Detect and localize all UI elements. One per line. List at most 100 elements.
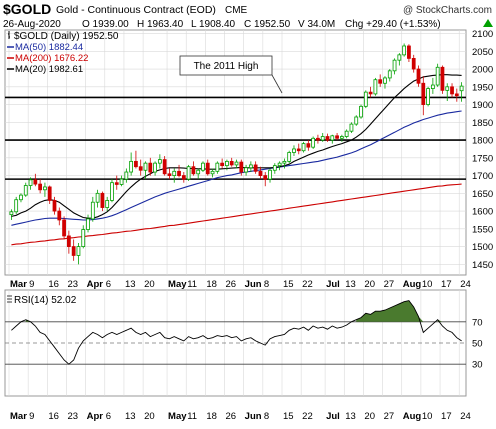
candle-body <box>124 171 129 180</box>
copyright: @ StockCharts.com <box>403 5 492 16</box>
quote-high: H 1963.40 <box>137 19 184 30</box>
x-tick-label: 23 <box>67 411 78 422</box>
candle-body <box>234 161 239 166</box>
x-tick-label: 23 <box>67 279 78 290</box>
rsi-tick-label: 50 <box>472 339 483 350</box>
candle-body <box>134 160 138 168</box>
candle-body <box>373 79 378 95</box>
rsi-fill-area <box>25 300 443 322</box>
x-tick-label: Jul <box>326 411 340 422</box>
y-tick-label: 1600 <box>472 207 493 218</box>
candle-body <box>282 160 287 164</box>
x-tick-label: 16 <box>48 279 59 290</box>
candle-body <box>407 45 411 59</box>
candle-body <box>450 86 454 95</box>
y-tick-label: 1650 <box>472 189 493 200</box>
candle-body <box>459 85 464 92</box>
candle-body <box>177 170 181 176</box>
legend-ma20: MA(20) 1982.61 <box>15 64 83 75</box>
time-axis-bottom: Mar 9 16 23 Apr 6 13 20 May 11 18 26 Jun 8 15 22 Jul 13 20… <box>10 411 471 422</box>
candle-body <box>47 186 52 201</box>
y-tick-label: 1450 <box>472 260 493 271</box>
x-tick-label: Mar <box>10 411 27 422</box>
x-tick-label: 8 <box>264 279 269 290</box>
candle-body <box>435 66 440 86</box>
candle-body <box>430 84 435 89</box>
y-tick-label: 1700 <box>472 171 493 182</box>
candle-body <box>205 162 210 175</box>
y-tick-label: 2100 <box>472 29 493 40</box>
candle-body <box>287 152 292 162</box>
candle-body <box>215 162 220 172</box>
candle-body <box>330 135 335 141</box>
x-tick-label: 20 <box>364 279 375 290</box>
candle-body <box>66 235 71 247</box>
rsi-tick-label: 30 <box>472 360 483 371</box>
up-triangle-icon <box>483 19 493 27</box>
x-tick-label: Mar <box>10 279 27 290</box>
rsi-path <box>11 300 462 365</box>
candle-body <box>378 79 383 84</box>
candle-body <box>363 91 368 107</box>
candle-body <box>138 166 143 171</box>
quote-close: C 1952.50 <box>244 19 291 30</box>
x-tick-label: 16 <box>48 411 59 422</box>
candle-body <box>157 159 162 164</box>
x-tick-label: 22 <box>302 411 313 422</box>
candle-body <box>339 136 344 139</box>
time-gridlines <box>8 30 460 275</box>
candle-body <box>292 148 296 153</box>
rsi-label: RSI(14) 52.02 <box>14 295 77 306</box>
x-tick-label: 20 <box>144 279 155 290</box>
x-tick-label: 27 <box>384 279 395 290</box>
y-tick-label: 1550 <box>472 224 493 235</box>
candle-body <box>411 58 416 70</box>
x-tick-label: May <box>168 279 187 290</box>
x-tick-label: 18 <box>206 411 217 422</box>
annotation-text: The 2011 High <box>194 61 259 72</box>
x-tick-label: Apr <box>87 279 104 290</box>
x-tick-label: 11 <box>187 279 197 290</box>
candle-body <box>162 159 167 175</box>
candle-body <box>253 164 258 172</box>
rsi-tick-label: 70 <box>472 317 483 328</box>
x-tick-label: Aug <box>403 279 422 290</box>
candle-body <box>301 143 306 152</box>
candle-body <box>33 179 38 185</box>
candle-body <box>229 160 234 166</box>
candle-body <box>52 200 57 212</box>
x-tick-label: 9 <box>29 411 34 422</box>
candle-body <box>445 86 450 91</box>
y-tick-label: 1500 <box>472 242 493 253</box>
quote-change: Chg +29.40 (+1.53%) <box>345 19 441 30</box>
x-tick-label: 8 <box>264 411 269 422</box>
candle-body <box>239 161 244 173</box>
annotation-2011-high: The 2011 High <box>179 55 283 94</box>
candle-body <box>81 229 86 247</box>
candle-body <box>90 201 95 220</box>
rsi-line <box>11 300 462 365</box>
candle-body <box>153 162 157 173</box>
x-tick-label: 13 <box>125 279 136 290</box>
candle-body <box>325 136 330 141</box>
candle-body <box>114 182 119 185</box>
quote-low: L 1908.40 <box>191 19 236 30</box>
candle-body <box>244 167 248 173</box>
y-tick-label: 2050 <box>472 47 493 58</box>
y-tick-label: 1800 <box>472 136 493 147</box>
ma200-line <box>11 183 462 246</box>
x-tick-label: 9 <box>29 279 34 290</box>
candle-body <box>248 164 253 169</box>
candle-body <box>277 162 282 167</box>
legend-ma200: MA(200) 1676.22 <box>15 53 88 64</box>
x-tick-label: 15 <box>283 411 294 422</box>
candle-body <box>95 192 100 203</box>
y-tick-label: 1900 <box>472 100 493 111</box>
rsi-overbought-fill <box>25 300 443 322</box>
candle-body <box>316 137 320 141</box>
candle-body <box>71 246 76 256</box>
candle-body <box>426 88 430 105</box>
x-tick-label: 18 <box>206 279 217 290</box>
quote-date: 26-Aug-2020 <box>3 19 61 30</box>
candle-body <box>296 148 301 152</box>
